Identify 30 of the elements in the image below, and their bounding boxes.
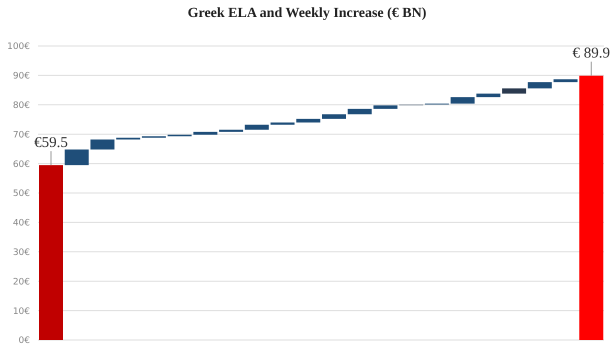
bar [373,105,398,109]
bar [579,76,604,340]
y-tick-label: 40€ [12,218,30,229]
bar [322,114,346,119]
bar [64,149,89,166]
bar [528,82,552,88]
bar [39,165,63,340]
y-tick-label: 80€ [12,100,30,111]
bar [502,88,526,94]
y-tick-label: 50€ [12,189,30,200]
y-tick-label: 60€ [12,160,30,170]
data-label: € 89.9 [572,46,610,62]
data-label: €59.5 [34,135,68,152]
y-tick-label: 20€ [12,277,30,288]
y-tick-label: 30€ [12,248,30,258]
bar [476,94,500,98]
y-tick-label: 0€ [18,336,30,346]
bar [90,139,114,150]
bar [296,118,320,122]
y-tick-label: 10€ [12,306,30,317]
y-tick-label: 100€ [7,42,30,52]
y-tick-label: 70€ [12,130,30,140]
y-tick-label: 90€ [12,72,30,82]
bar [244,124,269,130]
bar [554,79,578,82]
bar [348,108,372,114]
bar [450,97,475,104]
bar [270,122,295,125]
chart-title: Greek ELA and Weekly Increase (€ BN) [186,5,428,23]
bar [193,132,218,135]
